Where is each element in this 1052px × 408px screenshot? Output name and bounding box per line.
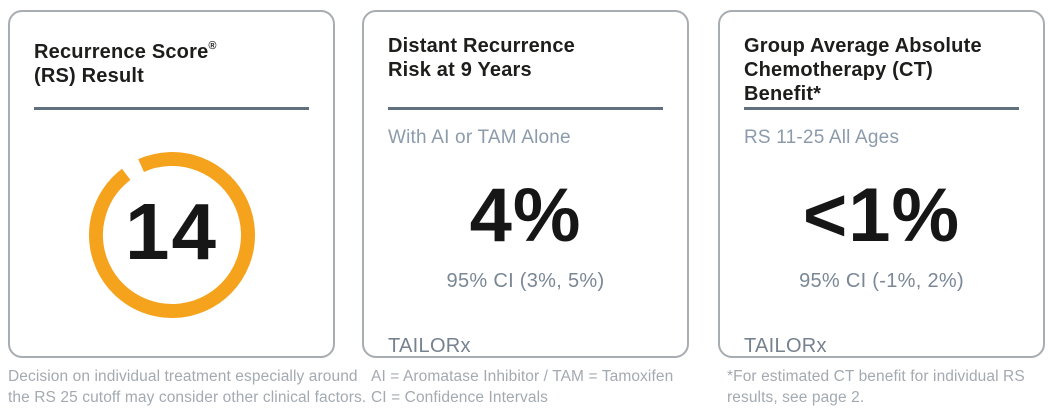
abbreviations-footnote: AI = Aromatase Inhibitor / TAM = Tamoxif… (362, 366, 689, 408)
footnote-line: results, see page 2. (727, 389, 865, 406)
title-line: Chemotherapy (CT) (744, 59, 933, 81)
treatment-subtitle: With AI or TAM Alone (388, 127, 571, 148)
recurrence-score-footnote: Decision on individual treatment especia… (8, 366, 367, 408)
title-line: Distant Recurrence (388, 35, 575, 57)
score-ring-container: 14 (88, 152, 255, 318)
footnote-line: Decision on individual treatment especia… (8, 368, 358, 385)
title-line: Benefit* (744, 83, 822, 105)
distant-recurrence-title: Distant Recurrence Risk at 9 Years (388, 34, 663, 107)
confidence-interval: 95% CI (3%, 5%) (446, 270, 605, 292)
study-source-label: TAILORx (744, 335, 827, 357)
title-line: (RS) Result (34, 65, 144, 87)
chemo-benefit-column: Group Average Absolute Chemotherapy (CT)… (718, 10, 1045, 408)
score-ring-graphic (88, 152, 255, 318)
study-source-label: TAILORx (388, 335, 471, 357)
footnote-line: AI = Aromatase Inhibitor / TAM = Tamoxif… (371, 368, 674, 385)
chemo-benefit-card: Group Average Absolute Chemotherapy (CT)… (718, 10, 1045, 358)
recurrence-score-column: Recurrence Score® (RS) Result 14 Decisio… (8, 10, 367, 408)
orange-score-ring (88, 152, 255, 318)
footnote-line: the RS 25 cutoff may consider other clin… (8, 389, 367, 406)
footnote-line: *For estimated CT benefit for individual… (727, 368, 1025, 385)
divider-rule (388, 107, 663, 110)
risk-percentage-value: 4% (469, 173, 582, 258)
title-line: Group Average Absolute (744, 35, 982, 57)
registered-trademark-symbol: ® (208, 40, 217, 52)
recurrence-score-card: Recurrence Score® (RS) Result 14 (8, 10, 335, 358)
divider-rule (34, 107, 309, 110)
chemo-benefit-title: Group Average Absolute Chemotherapy (CT)… (744, 34, 1019, 107)
confidence-interval: 95% CI (-1%, 2%) (799, 270, 964, 292)
footnote-line: CI = Confidence Intervals (371, 389, 548, 406)
divider-rule (744, 107, 1019, 110)
distant-recurrence-card: Distant Recurrence Risk at 9 Years With … (362, 10, 689, 358)
rs-range-subtitle: RS 11-25 All Ages (744, 127, 900, 148)
distant-recurrence-column: Distant Recurrence Risk at 9 Years With … (362, 10, 689, 408)
title-line: Recurrence Score (34, 41, 209, 63)
recurrence-score-title: Recurrence Score® (RS) Result (34, 34, 309, 107)
recurrence-score-value: 14 (125, 187, 218, 276)
ct-benefit-footnote: *For estimated CT benefit for individual… (718, 366, 1045, 408)
title-line: Risk at 9 Years (388, 59, 532, 81)
benefit-percentage-value: <1% (802, 173, 961, 258)
